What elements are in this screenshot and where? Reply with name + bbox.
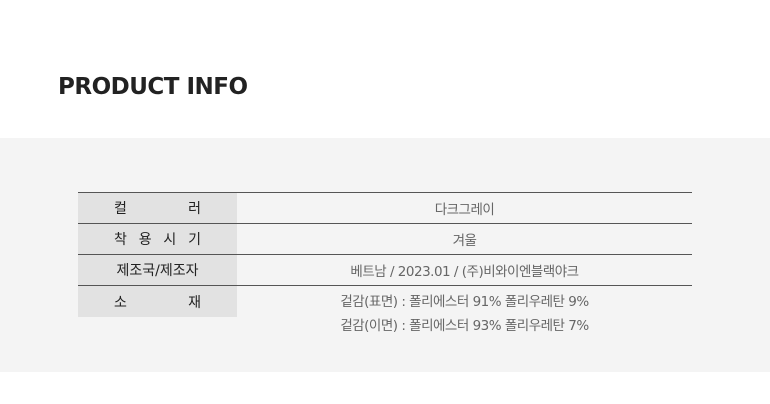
row-label: 제조국/제조자 <box>78 255 237 285</box>
label-char: 소 <box>114 294 127 311</box>
table-row: 제조국/제조자 베트남 / 2023.01 / (주)비와이엔블랙야크 <box>78 255 692 286</box>
label-char: 기 <box>188 232 201 248</box>
row-value: 겨울 <box>452 233 477 249</box>
label-char: 재 <box>188 294 201 311</box>
label-char: 용 <box>138 232 152 248</box>
row-value: 다크그레이 <box>434 202 495 218</box>
material-line: 겉감(이면) : 폴리에스터 93% 폴리우레탄 7% <box>340 318 589 334</box>
material-line: 겉감(표면) : 폴리에스터 91% 폴리우레탄 9% <box>340 294 589 310</box>
row-value: 베트남 / 2023.01 / (주)비와이엔블랙야크 <box>350 264 579 280</box>
label-char: 시 <box>163 232 177 248</box>
row-value: 겉감(표면) : 폴리에스터 91% 폴리우레탄 9% 겉감(이면) : 폴리에스… <box>237 286 692 338</box>
page-title: PRODUCT INFO <box>58 74 248 100</box>
label-char: 착 <box>114 232 127 248</box>
label-char: 컬 <box>114 201 127 217</box>
label-char: 러 <box>188 201 201 217</box>
